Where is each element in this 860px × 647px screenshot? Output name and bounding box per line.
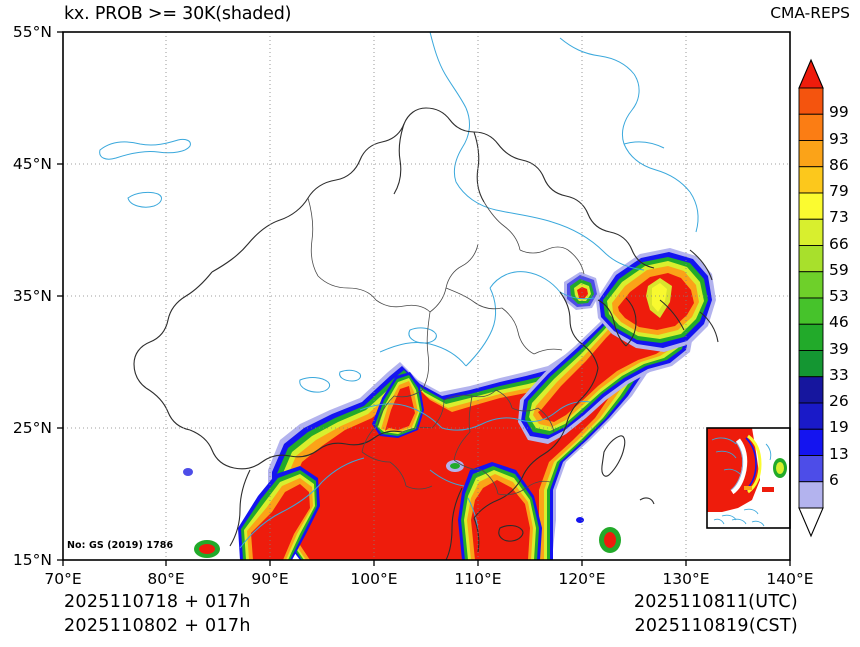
colorbar-cell [798, 166, 824, 194]
colorbar-tick-label: 59 [829, 260, 849, 279]
probability-shading-northeast [518, 248, 716, 444]
colorbar-tick-label: 33 [829, 365, 849, 384]
probability-shading-sichuan [372, 372, 424, 438]
y-tick-label: 55°N [12, 23, 52, 41]
probability-shading-west [238, 466, 320, 560]
x-tick-label: 120°E [558, 570, 606, 588]
colorbar-cell [798, 140, 824, 168]
y-tick-label: 45°N [12, 155, 52, 173]
axis-ticks [57, 31, 791, 566]
x-tick-label: 130°E [662, 570, 710, 588]
colorbar-tick-label: 13 [829, 444, 849, 463]
colorbar-cell [798, 323, 824, 351]
init-time-cst: 2025110802 + 017h [64, 616, 251, 636]
colorbar-tick-label: 6 [829, 470, 839, 489]
map-approval-number: No: GS (2019) 1786 [67, 540, 174, 551]
province-boundaries [307, 197, 585, 496]
x-tick-label: 110°E [454, 570, 502, 588]
colorbar-tick-label: 79 [829, 182, 849, 200]
x-tick-label: 100°E [350, 570, 398, 588]
south-china-sea-inset [706, 427, 791, 529]
colorbar-tick-label: 86 [829, 155, 849, 174]
valid-time-utc: 2025110811(UTC) [633, 592, 798, 612]
colorbar-cell [798, 455, 824, 483]
probability-shading-scatter [183, 460, 621, 558]
colorbar-cell [798, 271, 824, 299]
colorbar-cell [798, 87, 824, 115]
coastline-and-borders [133, 107, 719, 560]
colorbar-cell [798, 245, 824, 273]
page-title: kx. PROB >= 30K(shaded) [64, 4, 292, 24]
colorbar-over-arrow [798, 58, 824, 89]
init-time-utc: 2025110718 + 017h [64, 592, 251, 612]
colorbar [798, 58, 824, 538]
colorbar-cell [798, 113, 824, 141]
colorbar-cell [798, 218, 824, 246]
colorbar-tick-label: 46 [829, 313, 849, 332]
colorbar-tick-label: 93 [829, 129, 849, 148]
y-tick-label: 15°N [12, 551, 52, 569]
y-tick-label: 35°N [12, 287, 52, 305]
colorbar-under-arrow [798, 507, 824, 538]
colorbar-tick-label: 39 [829, 339, 849, 358]
colorbar-cell [798, 481, 824, 509]
model-label: CMA-REPS [770, 4, 850, 22]
colorbar-tick-label: 73 [829, 208, 849, 227]
valid-time-cst: 2025110819(CST) [634, 616, 798, 636]
y-tick-label: 25°N [12, 419, 52, 437]
shaded-field [99, 32, 719, 560]
colorbar-cell [798, 350, 824, 378]
colorbar-cell [798, 192, 824, 220]
x-tick-label: 140°E [766, 570, 814, 588]
colorbar-cell [798, 297, 824, 325]
colorbar-tick-label: 26 [829, 392, 849, 410]
colorbar-cell [798, 428, 824, 456]
colorbar-cell [798, 402, 824, 430]
colorbar-tick-label: 99 [829, 103, 849, 122]
colorbar-tick-label: 19 [829, 418, 849, 437]
rivers-and-lakes [99, 32, 699, 549]
x-tick-label: 90°E [251, 570, 289, 588]
x-tick-label: 70°E [44, 570, 82, 588]
x-tick-label: 80°E [147, 570, 185, 588]
colorbar-cells [798, 87, 824, 509]
colorbar-tick-label: 66 [829, 234, 849, 253]
gridlines [63, 32, 790, 560]
colorbar-cell [798, 376, 824, 404]
colorbar-tick-label: 53 [829, 287, 849, 305]
